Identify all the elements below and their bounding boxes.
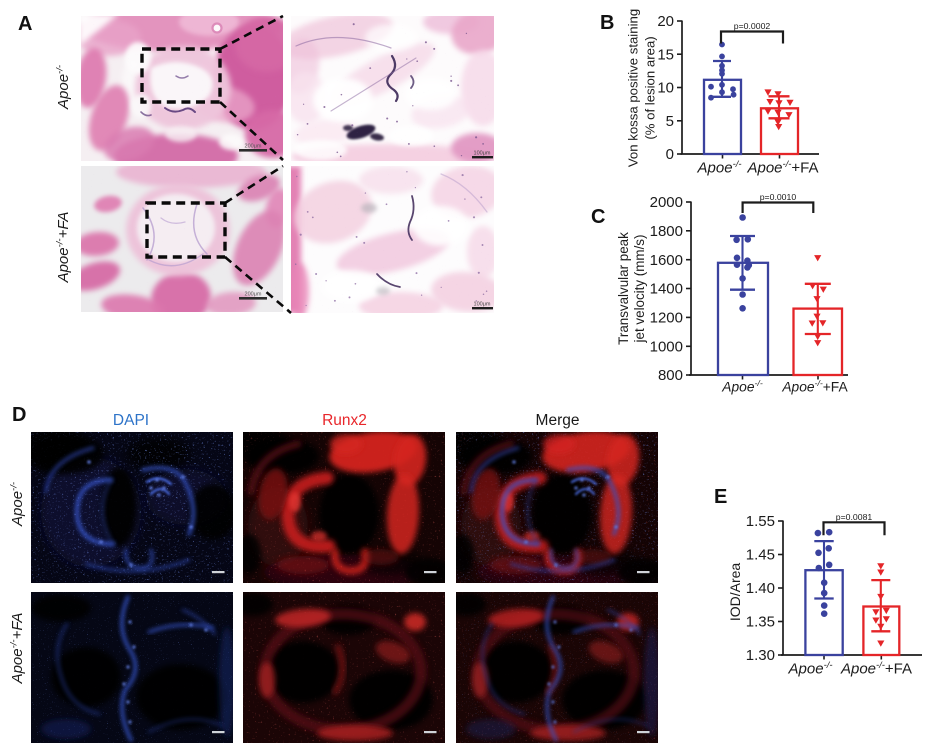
svg-text:p=0.0002: p=0.0002 xyxy=(734,21,771,31)
svg-text:1000: 1000 xyxy=(650,339,683,356)
svg-text:200μm: 200μm xyxy=(245,144,262,150)
svg-text:DAPI: DAPI xyxy=(113,412,149,429)
svg-text:Apoe-/-: Apoe-/- xyxy=(788,659,833,678)
svg-text:100μm: 100μm xyxy=(474,151,491,157)
svg-text:100μm: 100μm xyxy=(474,302,491,308)
svg-text:Merge: Merge xyxy=(536,412,580,429)
svg-text:Runx2: Runx2 xyxy=(322,412,367,429)
svg-text:A: A xyxy=(18,13,32,35)
svg-text:5: 5 xyxy=(666,113,674,130)
svg-text:Apoe-/-: Apoe-/- xyxy=(697,158,742,177)
svg-text:1400: 1400 xyxy=(650,281,683,298)
svg-text:1.40: 1.40 xyxy=(746,580,775,597)
svg-text:200μm: 200μm xyxy=(245,292,262,298)
svg-text:2000: 2000 xyxy=(650,194,683,211)
svg-text:1.30: 1.30 xyxy=(746,647,775,664)
svg-text:Apoe-/-: Apoe-/- xyxy=(55,65,73,110)
svg-text:0: 0 xyxy=(666,146,674,163)
svg-text:1200: 1200 xyxy=(650,310,683,327)
svg-text:B: B xyxy=(600,12,614,34)
svg-text:Apoe-/-+FA: Apoe-/-+FA xyxy=(55,212,73,284)
svg-text:p=0.0010: p=0.0010 xyxy=(760,192,797,202)
svg-text:Von kossa positive staining(%: Von kossa positive staining (% of lesion … xyxy=(626,9,658,167)
svg-text:15: 15 xyxy=(657,46,674,63)
svg-text:Transvalvular peakjet velocity: Transvalvular peakjet velocity (mm/s) xyxy=(616,232,647,345)
svg-text:1.45: 1.45 xyxy=(746,547,775,564)
svg-text:Apoe-/-+FA: Apoe-/-+FA xyxy=(781,378,848,395)
svg-text:20: 20 xyxy=(657,13,674,30)
svg-text:1.55: 1.55 xyxy=(746,513,775,530)
svg-text:Apoe-/-: Apoe-/- xyxy=(721,378,763,395)
svg-text:IOD/Area: IOD/Area xyxy=(727,563,743,622)
svg-text:E: E xyxy=(714,486,727,508)
svg-text:1.35: 1.35 xyxy=(746,614,775,631)
svg-text:Apoe-/-+FA: Apoe-/-+FA xyxy=(840,659,912,678)
svg-text:1600: 1600 xyxy=(650,252,683,269)
svg-text:D: D xyxy=(12,404,26,426)
svg-text:Apoe-/-: Apoe-/- xyxy=(9,482,27,527)
svg-text:p=0.0081: p=0.0081 xyxy=(836,512,873,522)
svg-text:1800: 1800 xyxy=(650,223,683,240)
svg-text:800: 800 xyxy=(658,367,683,384)
svg-text:Apoe-/-+FA: Apoe-/-+FA xyxy=(746,158,818,177)
svg-text:10: 10 xyxy=(657,80,674,97)
svg-text:Apoe-/-+FA: Apoe-/-+FA xyxy=(9,613,27,685)
svg-text:C: C xyxy=(591,206,605,228)
